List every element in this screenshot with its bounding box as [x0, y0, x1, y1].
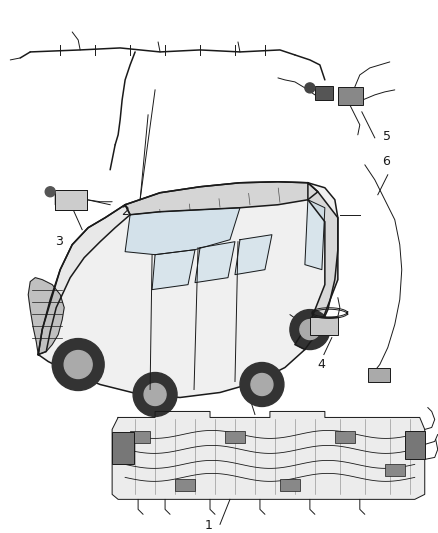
Polygon shape — [125, 208, 240, 255]
Polygon shape — [125, 182, 318, 215]
Bar — [55, 190, 87, 209]
Bar — [315, 86, 333, 100]
Circle shape — [64, 351, 92, 378]
Bar — [385, 464, 405, 477]
Circle shape — [144, 384, 166, 406]
Bar — [310, 317, 338, 335]
Bar — [130, 431, 150, 443]
Circle shape — [52, 338, 104, 391]
Polygon shape — [195, 241, 235, 282]
Polygon shape — [112, 411, 425, 499]
Polygon shape — [38, 205, 130, 354]
Circle shape — [290, 310, 330, 350]
Bar — [112, 432, 134, 464]
Polygon shape — [305, 200, 325, 270]
Bar — [280, 479, 300, 491]
Circle shape — [305, 83, 315, 93]
Bar — [405, 431, 425, 459]
Circle shape — [45, 187, 55, 197]
Bar — [55, 190, 87, 209]
Text: 5: 5 — [383, 130, 391, 143]
Bar — [225, 431, 245, 443]
Polygon shape — [235, 235, 272, 274]
Text: 6: 6 — [382, 155, 390, 168]
Polygon shape — [152, 249, 195, 289]
Bar — [368, 368, 390, 382]
Text: 3: 3 — [55, 235, 63, 248]
Text: 4: 4 — [318, 358, 326, 370]
Bar — [335, 431, 355, 443]
Polygon shape — [28, 278, 64, 354]
Circle shape — [133, 373, 177, 416]
Circle shape — [240, 362, 284, 407]
Text: 2: 2 — [121, 205, 129, 217]
Circle shape — [251, 374, 273, 395]
Bar — [338, 87, 363, 105]
Polygon shape — [295, 183, 338, 350]
Polygon shape — [38, 182, 338, 398]
Circle shape — [300, 320, 320, 340]
Text: 1: 1 — [205, 519, 213, 532]
Bar — [175, 479, 195, 491]
